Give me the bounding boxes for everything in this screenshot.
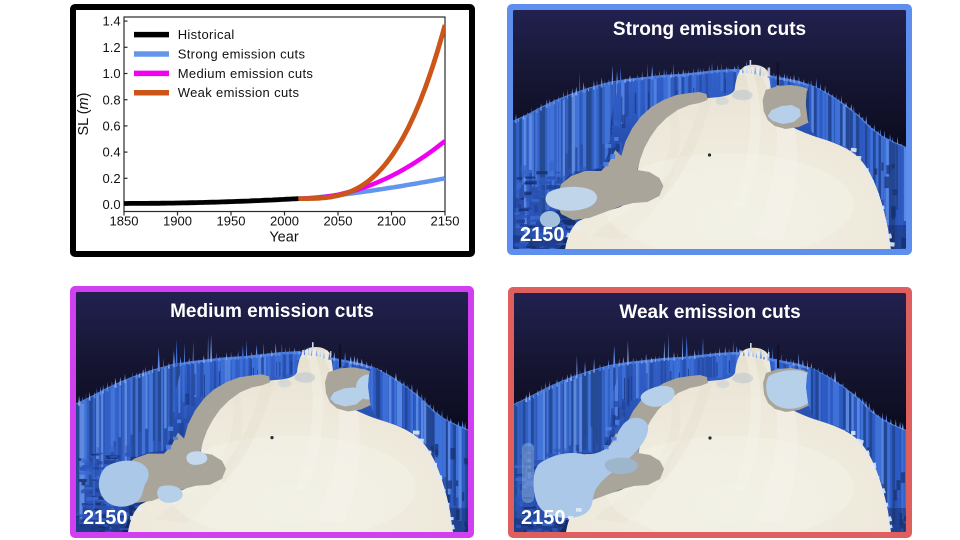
svg-text:1850: 1850 xyxy=(110,214,139,229)
svg-text:Weak emission cuts: Weak emission cuts xyxy=(178,85,300,100)
svg-text:2100: 2100 xyxy=(377,214,406,229)
svg-text:0.2: 0.2 xyxy=(103,171,121,186)
svg-text:2000: 2000 xyxy=(270,214,299,229)
svg-text:0.0: 0.0 xyxy=(103,197,121,212)
svg-text:1900: 1900 xyxy=(163,214,192,229)
svg-text:1.0: 1.0 xyxy=(103,66,121,81)
svg-text:Strong emission cuts: Strong emission cuts xyxy=(178,46,306,61)
svg-text:1950: 1950 xyxy=(217,214,246,229)
svg-text:0.8: 0.8 xyxy=(103,92,121,107)
svg-text:0.6: 0.6 xyxy=(103,119,121,134)
svg-text:1.4: 1.4 xyxy=(103,14,121,29)
svg-text:1.2: 1.2 xyxy=(103,40,121,55)
svg-text:2150: 2150 xyxy=(431,214,460,229)
svg-text:Historical: Historical xyxy=(178,27,235,42)
svg-text:2050: 2050 xyxy=(324,214,353,229)
svg-text:0.4: 0.4 xyxy=(103,145,121,160)
svg-text:Year: Year xyxy=(269,230,298,246)
svg-text:Medium emission cuts: Medium emission cuts xyxy=(178,66,314,81)
svg-text:SL (m): SL (m) xyxy=(76,93,92,136)
